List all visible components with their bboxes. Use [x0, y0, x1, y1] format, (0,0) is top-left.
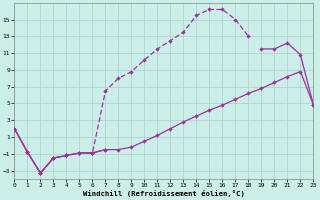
X-axis label: Windchill (Refroidissement éolien,°C): Windchill (Refroidissement éolien,°C): [83, 190, 245, 197]
